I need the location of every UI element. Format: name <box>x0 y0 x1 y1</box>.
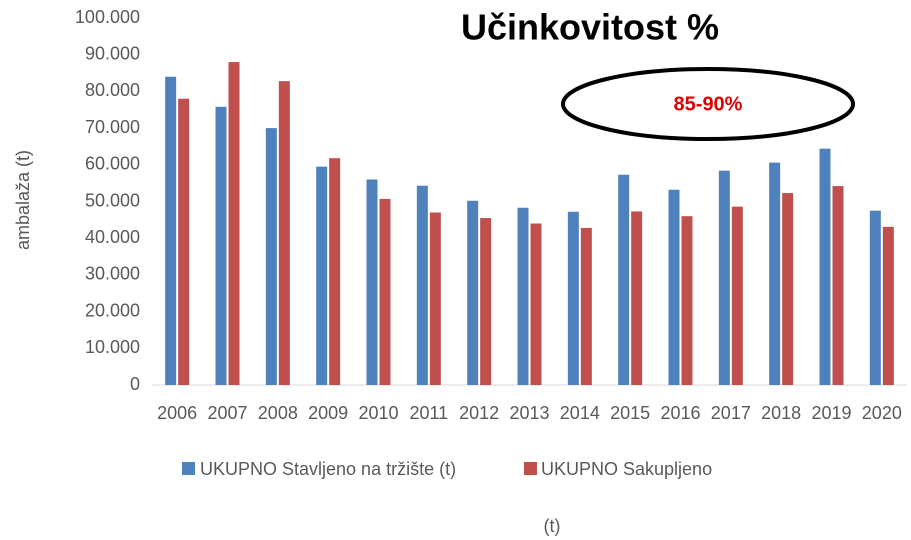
x-tick-label: 2008 <box>258 403 298 423</box>
y-tick-label: 0 <box>130 374 140 394</box>
legend-label: UKUPNO Sakupljeno <box>541 459 713 479</box>
bar <box>681 216 693 385</box>
ellipse <box>561 67 855 141</box>
x-tick-label: 2020 <box>862 403 902 423</box>
x-tick-label: 2010 <box>358 403 398 423</box>
bar <box>819 148 831 385</box>
bar <box>416 185 428 385</box>
legend-swatch <box>524 462 537 475</box>
bar <box>782 193 794 385</box>
y-tick-label: 60.000 <box>85 154 140 174</box>
x-tick-label: 2015 <box>610 403 650 423</box>
bar <box>769 162 781 385</box>
y-tick-label: 40.000 <box>85 227 140 247</box>
bar <box>832 186 844 385</box>
legend-swatch <box>182 462 195 475</box>
x-tick-label: 2006 <box>157 403 197 423</box>
bar <box>517 207 529 385</box>
bar <box>580 227 592 385</box>
bar <box>618 174 630 385</box>
bar <box>278 81 290 386</box>
bar <box>869 210 881 385</box>
x-tick-label: 2009 <box>308 403 348 423</box>
y-tick-label: 70.000 <box>85 117 140 137</box>
bar <box>215 106 227 386</box>
x-tick-label: 2019 <box>811 403 851 423</box>
bar <box>718 170 730 385</box>
y-tick-label: 50.000 <box>85 190 140 210</box>
chart-title: Učinkovitost % <box>461 7 719 48</box>
x-tick-label: 2017 <box>711 403 751 423</box>
legend-label: UKUPNO Stavljeno na tržište (t) <box>200 459 457 479</box>
bar <box>379 198 391 385</box>
y-axis-title: ambalaža (t) <box>13 150 33 250</box>
x-tick-label: 2007 <box>207 403 247 423</box>
y-tick-label: 30.000 <box>85 264 140 284</box>
x-tick-label: 2014 <box>560 403 600 423</box>
x-tick-label: 2016 <box>660 403 700 423</box>
bar <box>467 200 479 385</box>
bar <box>316 166 328 385</box>
bar <box>178 98 190 386</box>
bar <box>567 211 579 385</box>
y-tick-label: 100.000 <box>75 7 140 27</box>
bar <box>429 212 441 385</box>
bar <box>480 218 492 385</box>
x-tick-label: 2013 <box>509 403 549 423</box>
bar <box>366 179 378 385</box>
bar <box>228 62 240 385</box>
x-tick-label: 2018 <box>761 403 801 423</box>
y-tick-label: 90.000 <box>85 43 140 63</box>
bar <box>329 158 341 385</box>
y-tick-label: 20.000 <box>85 300 140 320</box>
bar <box>882 226 894 385</box>
bar <box>530 223 542 385</box>
annotation: 85-90% <box>674 93 743 115</box>
bar <box>265 128 277 385</box>
x-axis-title: (t) <box>544 516 561 536</box>
bar <box>631 211 643 385</box>
y-tick-label: 80.000 <box>85 80 140 100</box>
y-tick-label: 10.000 <box>85 337 140 357</box>
bar <box>731 206 743 385</box>
bar <box>668 189 680 385</box>
bar <box>165 76 177 385</box>
x-tick-label: 2012 <box>459 403 499 423</box>
x-tick-label: 2011 <box>409 403 448 423</box>
